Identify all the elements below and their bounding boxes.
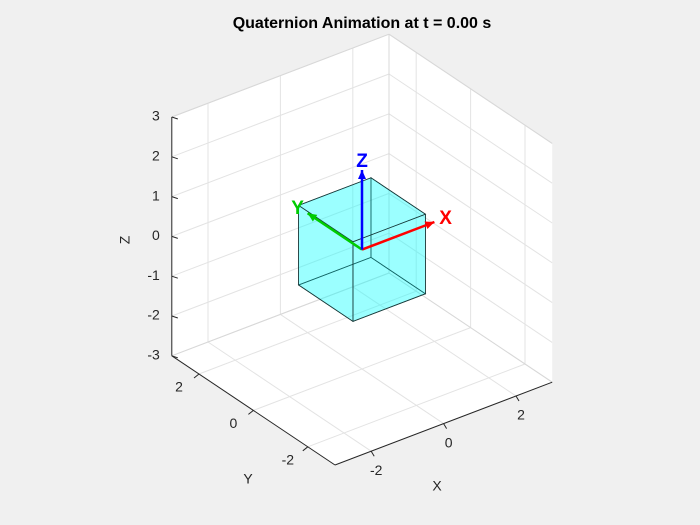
grid-line	[388, 113, 553, 224]
x-axis-label: X	[432, 478, 442, 494]
z-tick	[171, 355, 178, 359]
grid-line	[171, 113, 390, 198]
z-tick-label: 2	[152, 148, 160, 164]
grid-line	[253, 327, 471, 411]
vector-label: X	[439, 208, 452, 229]
grid-line	[388, 153, 553, 264]
x-tick	[515, 395, 520, 402]
box-edge	[388, 272, 553, 383]
z-tick-label: -2	[147, 307, 160, 323]
vector-arrow	[361, 220, 435, 251]
z-tick-label: 0	[152, 227, 160, 243]
grid-line	[307, 363, 526, 448]
arrow-head	[307, 213, 318, 222]
x-tick	[370, 450, 375, 457]
chart-title: Quaternion Animation at t = 0.00 s	[233, 15, 492, 32]
grid-line	[388, 73, 553, 184]
grid-line	[171, 153, 390, 237]
z-tick	[171, 156, 178, 160]
arrow-head	[358, 170, 366, 179]
arrow-head	[424, 221, 435, 229]
z-tick-label: 1	[152, 187, 160, 203]
grid-line	[171, 73, 390, 158]
z-axis-label: Z	[117, 235, 133, 244]
grid-line	[171, 192, 390, 277]
y-tick-label: 2	[175, 379, 183, 395]
y-axis-label: Y	[243, 471, 253, 487]
z-tick	[171, 315, 178, 319]
z-tick-label: -1	[147, 267, 160, 283]
y-tick-label: 0	[230, 415, 238, 431]
x-tick	[443, 423, 448, 429]
grid-line	[198, 290, 417, 375]
z-tick	[171, 116, 178, 120]
box-edge	[171, 33, 390, 118]
z-tick	[171, 275, 178, 279]
y-tick	[248, 410, 254, 415]
z-tick-label: -3	[147, 347, 160, 363]
vector-label: Z	[356, 151, 368, 172]
x-tick-label: 2	[517, 407, 525, 423]
y-tick-label: -2	[282, 452, 295, 468]
z-tick	[171, 235, 178, 239]
y-tick	[302, 446, 309, 452]
z-tick	[171, 196, 178, 200]
box-edge	[388, 33, 553, 144]
y-tick	[193, 373, 200, 379]
vector-label: Y	[291, 198, 304, 219]
grid-line	[388, 192, 553, 304]
vector-arrow	[306, 212, 363, 251]
x-tick-label: 0	[445, 434, 453, 450]
x-tick-label: -2	[370, 462, 383, 478]
grid-line	[388, 232, 553, 343]
z-tick-label: 3	[152, 108, 160, 124]
